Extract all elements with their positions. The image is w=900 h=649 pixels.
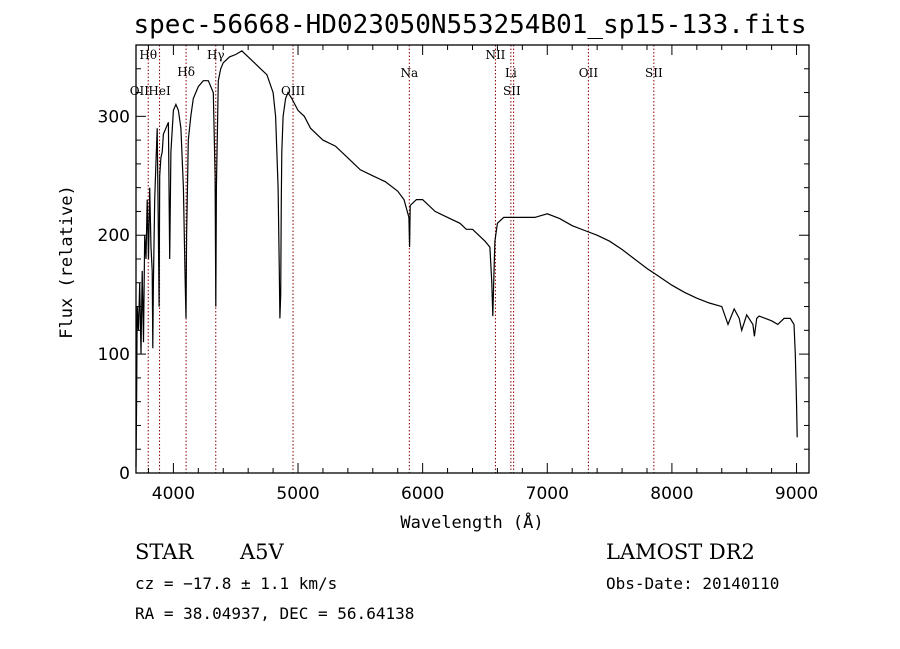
x-tick-label: 7000: [526, 484, 569, 504]
line-label: Hδ: [177, 65, 195, 79]
x-tick-label: 6000: [401, 484, 444, 504]
x-tick-label: 5000: [276, 484, 319, 504]
line-label: Na: [400, 66, 418, 80]
line-label: Hθ: [139, 48, 157, 62]
observation-date: Obs-Date: 20140110: [606, 574, 779, 593]
line-label: OIII: [281, 84, 305, 98]
spectral-line-markers: [147, 45, 655, 473]
x-axis-label: Wavelength (Å): [400, 511, 543, 533]
object-class: STAR: [135, 540, 194, 564]
x-tick-label: 8000: [650, 484, 693, 504]
x-tick-label: 9000: [775, 484, 818, 504]
line-label: Hγ: [207, 48, 225, 62]
line-label: OII: [579, 66, 599, 80]
line-label: OII: [130, 84, 150, 98]
y-tick-label: 300: [98, 107, 130, 127]
y-tick-label: 200: [98, 226, 130, 246]
object-subclass: A5V: [239, 540, 285, 564]
y-tick-label: 0: [119, 464, 130, 484]
chart-title: spec-56668-HD023050N553254B01_sp15-133.f…: [133, 10, 806, 40]
y-tick-label: 100: [98, 345, 130, 365]
x-axis: 4000 5000 6000 7000 8000 9000: [147, 45, 818, 504]
x-tick-label: 4000: [152, 484, 195, 504]
redshift-text: cz = −17.8 ± 1.1 km/s: [135, 574, 337, 593]
coordinates-text: RA = 38.04937, DEC = 56.64138: [135, 604, 414, 623]
line-label: Li: [505, 66, 517, 80]
survey-name: LAMOST DR2: [606, 540, 755, 564]
plot-frame: [135, 44, 810, 474]
spectrum-series-line: [135, 50, 798, 468]
line-label: HeI: [148, 84, 171, 98]
line-label: SII: [645, 66, 663, 80]
line-label: SII: [503, 84, 521, 98]
y-axis-label: Flux (relative): [57, 185, 77, 339]
y-axis: 0 100 200 300: [98, 68, 809, 484]
line-label: NII: [485, 48, 505, 62]
